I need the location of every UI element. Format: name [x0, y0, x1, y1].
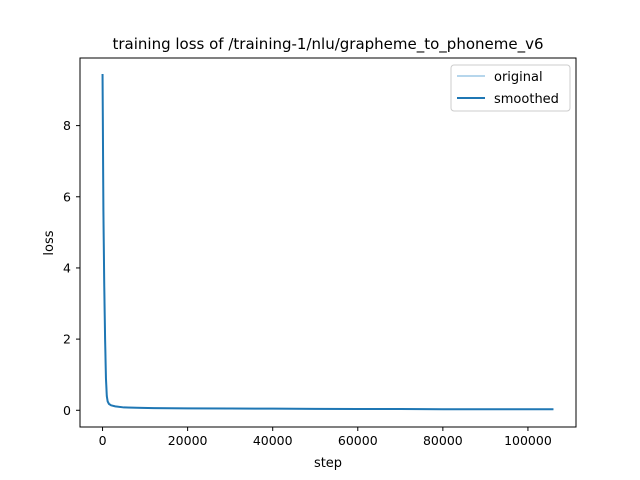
x-axis: 0 20000 40000 60000 80000 100000 [99, 427, 552, 448]
y-axis: 0 2 4 6 8 [63, 118, 80, 418]
y-tick-label: 8 [63, 118, 71, 133]
plot-area [80, 58, 576, 427]
legend: original smoothed [450, 64, 571, 112]
x-tick-label: 40000 [253, 433, 293, 448]
y-tick-label: 6 [63, 189, 71, 204]
x-tick-label: 60000 [338, 433, 378, 448]
series-layer [101, 74, 554, 411]
x-tick-label: 100000 [504, 433, 552, 448]
series-line-smoothed [101, 74, 554, 411]
legend-label-original: original [494, 70, 543, 85]
legend-label-smoothed: smoothed [494, 92, 559, 107]
y-axis-label: loss [42, 230, 57, 255]
x-axis-label: step [314, 456, 342, 471]
chart-title: training loss of /training-1/nlu/graphem… [113, 35, 544, 54]
x-tick-label: 20000 [168, 433, 208, 448]
y-tick-label: 2 [63, 332, 71, 347]
plot-frame [79, 57, 577, 428]
y-tick-label: 4 [63, 260, 71, 275]
y-tick-label: 0 [63, 403, 71, 418]
x-tick-label: 80000 [423, 433, 463, 448]
x-tick-label: 0 [99, 433, 107, 448]
